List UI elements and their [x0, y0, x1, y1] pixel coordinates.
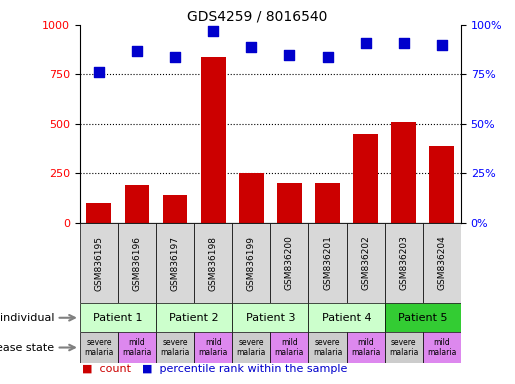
Text: severe
malaria: severe malaria [160, 338, 190, 357]
Text: ■  percentile rank within the sample: ■ percentile rank within the sample [142, 364, 347, 374]
Text: GSM836201: GSM836201 [323, 236, 332, 290]
Bar [232, 303, 308, 332]
Text: mild
malaria: mild malaria [274, 338, 304, 357]
Text: severe
malaria: severe malaria [236, 338, 266, 357]
Bar [118, 223, 156, 303]
Text: mild
malaria: mild malaria [122, 338, 152, 357]
Text: Patient 2: Patient 2 [169, 313, 219, 323]
Bar [239, 173, 264, 223]
Point [171, 53, 179, 60]
Bar [385, 303, 461, 332]
Text: individual: individual [0, 313, 54, 323]
Bar [353, 134, 378, 223]
Bar [163, 195, 187, 223]
Bar [80, 223, 118, 303]
Bar [156, 223, 194, 303]
Bar [232, 332, 270, 363]
Bar [80, 332, 118, 363]
Bar [194, 332, 232, 363]
Bar [347, 223, 385, 303]
Point [247, 44, 255, 50]
Point [209, 28, 217, 34]
Point [323, 53, 332, 60]
Bar [80, 303, 156, 332]
Text: severe
malaria: severe malaria [313, 338, 342, 357]
Text: mild
malaria: mild malaria [198, 338, 228, 357]
Point [95, 70, 103, 76]
Bar [125, 185, 149, 223]
Text: GSM836198: GSM836198 [209, 235, 218, 291]
Bar [385, 332, 423, 363]
Bar [315, 183, 340, 223]
Text: Patient 4: Patient 4 [322, 313, 371, 323]
Bar [201, 56, 226, 223]
Text: GDS4259 / 8016540: GDS4259 / 8016540 [187, 10, 328, 23]
Bar [156, 303, 232, 332]
Text: GSM836199: GSM836199 [247, 235, 256, 291]
Text: GSM836204: GSM836204 [437, 236, 447, 290]
Bar [391, 122, 416, 223]
Text: GSM836197: GSM836197 [170, 235, 180, 291]
Bar [385, 223, 423, 303]
Bar [270, 332, 308, 363]
Point [285, 51, 294, 58]
Bar [347, 332, 385, 363]
Text: severe
malaria: severe malaria [389, 338, 419, 357]
Bar [423, 223, 461, 303]
Text: GSM836200: GSM836200 [285, 236, 294, 290]
Point [438, 42, 446, 48]
Text: Patient 3: Patient 3 [246, 313, 295, 323]
Bar [232, 223, 270, 303]
Bar [430, 146, 454, 223]
Point [133, 48, 141, 54]
Text: GSM836202: GSM836202 [361, 236, 370, 290]
Bar [118, 332, 156, 363]
Text: GSM836195: GSM836195 [94, 235, 104, 291]
Text: GSM836196: GSM836196 [132, 235, 142, 291]
Text: mild
malaria: mild malaria [427, 338, 457, 357]
Text: Patient 5: Patient 5 [398, 313, 448, 323]
Text: Patient 1: Patient 1 [93, 313, 143, 323]
Text: GSM836203: GSM836203 [399, 236, 408, 290]
Bar [308, 332, 347, 363]
Text: ■  count: ■ count [82, 364, 131, 374]
Bar [308, 303, 385, 332]
Point [400, 40, 408, 46]
Bar [423, 332, 461, 363]
Text: severe
malaria: severe malaria [84, 338, 114, 357]
Bar [194, 223, 232, 303]
Bar [156, 332, 194, 363]
Text: disease state: disease state [0, 343, 54, 353]
Bar [308, 223, 347, 303]
Bar [277, 183, 302, 223]
Text: mild
malaria: mild malaria [351, 338, 381, 357]
Bar [87, 203, 111, 223]
Bar [270, 223, 308, 303]
Point [362, 40, 370, 46]
